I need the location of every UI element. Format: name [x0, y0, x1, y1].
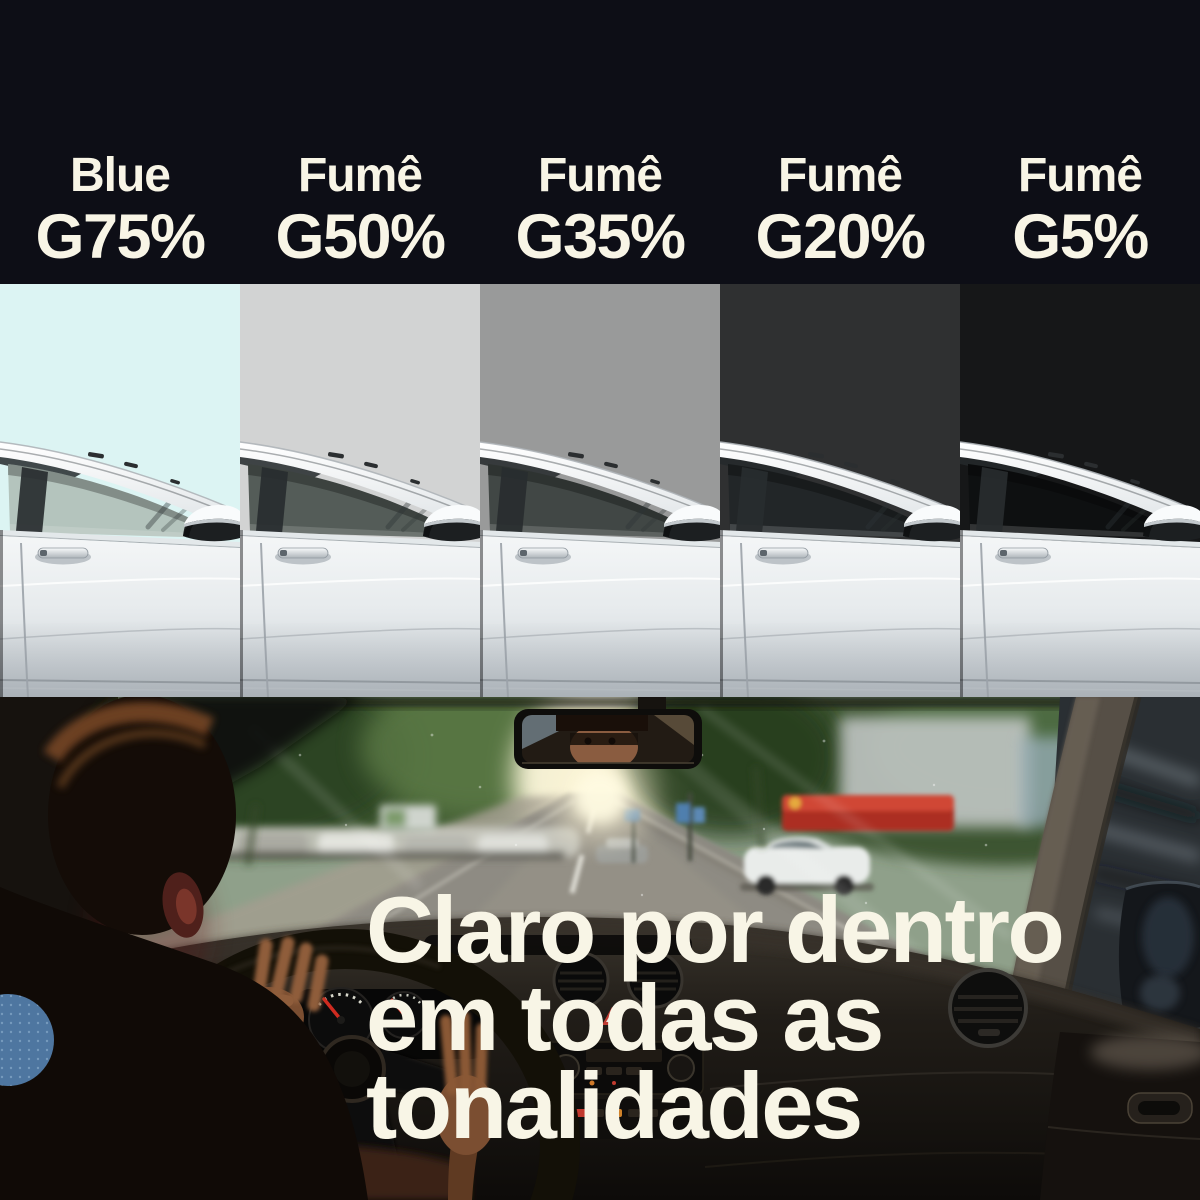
swatch-column-fume-g35	[480, 284, 720, 697]
rearview-mirror	[514, 697, 702, 769]
right-air-vent	[948, 968, 1028, 1048]
driver-silhouette	[0, 697, 368, 1200]
tint-name: Fumê	[297, 149, 423, 202]
swatch-column-fume-g20	[720, 284, 960, 697]
tint-swatches-row	[0, 284, 1200, 697]
headline-line-1: Claro por dentro	[366, 877, 1065, 982]
driver-ear	[162, 872, 204, 938]
tint-grade: G20%	[755, 202, 926, 272]
climate-panel	[545, 1099, 703, 1139]
swatch-column-blue-g75	[0, 284, 240, 697]
headline: Claro por dentro em todas as tonalidades	[366, 877, 1065, 1158]
tint-label-blue-g75: Blue G75%	[0, 0, 240, 284]
blue-dot-circle	[0, 994, 54, 1086]
a-pillar	[1008, 697, 1142, 1033]
car-door-illustration	[480, 284, 720, 697]
car-door-illustration	[240, 284, 480, 697]
car-door-illustration	[720, 284, 960, 697]
hero-photo: Claro por dentro em todas as tonalidades	[0, 697, 1200, 1200]
tint-label-fume-g5: Fumê G5%	[960, 0, 1200, 284]
tint-name: Blue	[69, 149, 171, 202]
tint-grade: G50%	[275, 202, 446, 272]
door-panel	[1040, 1032, 1200, 1200]
swatch-column-fume-g50	[240, 284, 480, 697]
tint-label-fume-g50: Fumê G50%	[240, 0, 480, 284]
radio-panel	[544, 1041, 704, 1095]
car-interior-scene	[0, 697, 1200, 1200]
tint-grade: G75%	[35, 202, 206, 272]
tint-name: Fumê	[1017, 149, 1143, 202]
hazard-button	[602, 1007, 622, 1025]
side-mirror	[1118, 880, 1200, 1031]
headline-line-2: em todas as	[366, 965, 884, 1070]
tint-grade: G35%	[515, 202, 686, 272]
tint-label-fume-g20: Fumê G20%	[720, 0, 960, 284]
defrost-vent	[424, 935, 692, 955]
billboard	[380, 805, 436, 831]
mirror-reflection	[522, 715, 694, 763]
center-air-vents	[552, 951, 684, 1009]
car-door-illustration	[960, 284, 1200, 697]
tint-header: Blue G75% Fumê G50% Fumê G35% Fumê G20% …	[0, 0, 1200, 284]
headline-line-3: tonalidades	[366, 1053, 863, 1158]
tint-label-fume-g35: Fumê G35%	[480, 0, 720, 284]
tint-name: Fumê	[777, 149, 903, 202]
swatch-column-fume-g5	[960, 284, 1200, 697]
tint-name: Fumê	[537, 149, 663, 202]
driver-hair	[43, 702, 215, 763]
tint-grade: G5%	[1012, 202, 1149, 272]
car-door-illustration	[0, 284, 240, 697]
